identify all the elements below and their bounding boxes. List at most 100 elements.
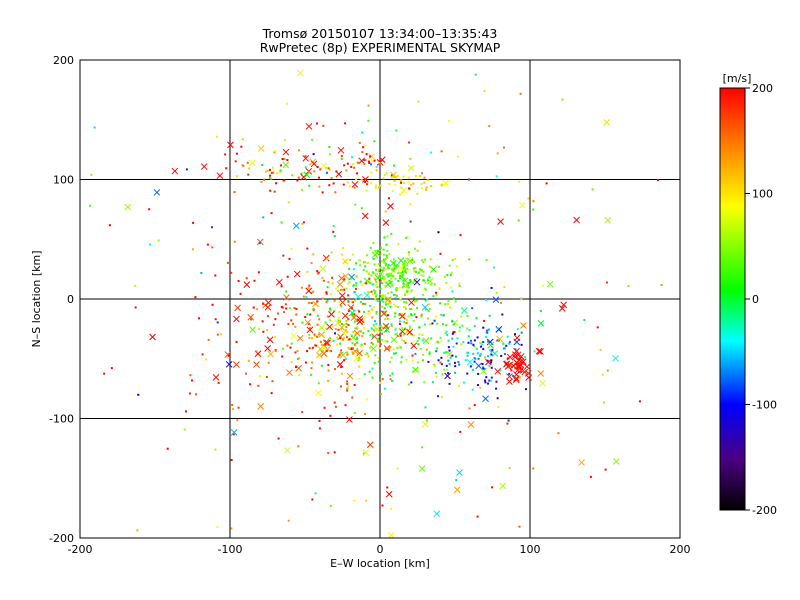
data-point bbox=[346, 353, 349, 356]
data-point bbox=[277, 437, 280, 440]
data-point bbox=[394, 328, 397, 331]
data-point bbox=[384, 262, 387, 265]
data-point bbox=[370, 290, 373, 293]
data-point bbox=[316, 166, 319, 169]
data-point bbox=[656, 179, 659, 182]
data-point bbox=[372, 335, 375, 338]
data-point bbox=[460, 343, 463, 346]
data-point bbox=[466, 327, 469, 330]
data-point-x bbox=[353, 354, 361, 362]
data-point bbox=[437, 359, 440, 362]
data-point-x bbox=[346, 416, 353, 423]
data-point-x bbox=[265, 299, 272, 307]
data-point bbox=[134, 306, 137, 309]
data-point bbox=[330, 251, 333, 254]
data-point bbox=[311, 346, 314, 349]
data-point bbox=[359, 300, 362, 303]
data-point-x bbox=[398, 312, 406, 320]
data-point-x bbox=[337, 333, 344, 341]
data-points bbox=[89, 69, 663, 538]
data-point bbox=[301, 411, 304, 414]
data-point bbox=[468, 178, 471, 181]
data-point bbox=[338, 301, 341, 304]
data-point bbox=[300, 172, 303, 175]
data-point bbox=[420, 269, 423, 272]
data-point-x bbox=[379, 293, 387, 301]
data-point bbox=[504, 347, 507, 350]
data-point bbox=[354, 333, 357, 336]
data-point bbox=[370, 341, 373, 344]
data-point-x bbox=[283, 294, 290, 301]
data-point bbox=[311, 138, 314, 141]
colorbar-tick-label: -100 bbox=[752, 399, 777, 412]
data-point bbox=[455, 342, 458, 345]
data-point bbox=[409, 279, 412, 282]
data-point bbox=[448, 382, 451, 385]
data-point bbox=[440, 313, 443, 316]
data-point bbox=[236, 175, 239, 178]
data-point bbox=[435, 375, 438, 378]
data-point bbox=[325, 350, 328, 353]
data-point bbox=[408, 308, 411, 311]
data-point bbox=[402, 191, 405, 194]
data-point-x bbox=[224, 351, 232, 358]
data-point bbox=[485, 376, 488, 379]
data-point bbox=[262, 216, 265, 219]
data-point bbox=[408, 187, 411, 190]
data-point bbox=[258, 242, 261, 245]
data-point bbox=[400, 274, 403, 277]
data-point bbox=[373, 140, 376, 143]
data-point bbox=[365, 282, 368, 285]
data-point-x bbox=[410, 342, 418, 350]
data-point-x bbox=[338, 324, 346, 331]
data-point bbox=[402, 306, 405, 309]
data-point bbox=[341, 323, 344, 326]
data-point bbox=[532, 208, 535, 211]
data-point bbox=[443, 351, 446, 354]
data-point bbox=[482, 348, 485, 351]
data-point bbox=[470, 342, 473, 345]
data-point-x bbox=[430, 266, 437, 273]
data-point-x bbox=[351, 347, 359, 355]
data-point bbox=[283, 158, 286, 161]
data-point bbox=[605, 281, 608, 284]
data-point bbox=[454, 300, 457, 303]
data-point bbox=[341, 327, 344, 330]
data-point bbox=[377, 356, 380, 359]
data-point bbox=[231, 404, 234, 407]
data-point bbox=[606, 369, 609, 372]
data-point bbox=[302, 221, 305, 224]
data-point-x bbox=[525, 374, 532, 381]
data-point bbox=[324, 321, 327, 324]
data-point bbox=[599, 348, 602, 351]
data-point bbox=[382, 266, 385, 269]
data-point bbox=[270, 177, 273, 180]
data-point bbox=[382, 269, 385, 272]
data-point bbox=[337, 356, 340, 359]
data-point bbox=[246, 161, 249, 164]
data-point bbox=[274, 149, 277, 152]
data-point-x bbox=[293, 270, 301, 278]
data-point bbox=[380, 393, 383, 396]
data-point bbox=[410, 333, 413, 336]
data-point bbox=[403, 269, 406, 272]
data-point-x bbox=[216, 172, 224, 180]
data-point bbox=[263, 178, 266, 181]
data-point bbox=[375, 165, 378, 168]
data-point-x bbox=[310, 160, 318, 168]
data-point bbox=[447, 300, 450, 303]
data-point bbox=[420, 259, 423, 262]
data-point bbox=[385, 254, 388, 257]
data-point bbox=[479, 352, 482, 355]
data-point-x bbox=[354, 293, 362, 301]
data-point bbox=[363, 159, 366, 162]
data-point-x bbox=[362, 175, 369, 183]
data-point bbox=[217, 381, 220, 384]
data-point bbox=[506, 357, 509, 360]
data-point bbox=[473, 339, 476, 342]
data-point bbox=[287, 519, 290, 522]
data-point bbox=[516, 366, 519, 369]
data-point bbox=[380, 260, 383, 263]
data-point-x bbox=[225, 360, 233, 368]
data-point bbox=[347, 318, 350, 321]
